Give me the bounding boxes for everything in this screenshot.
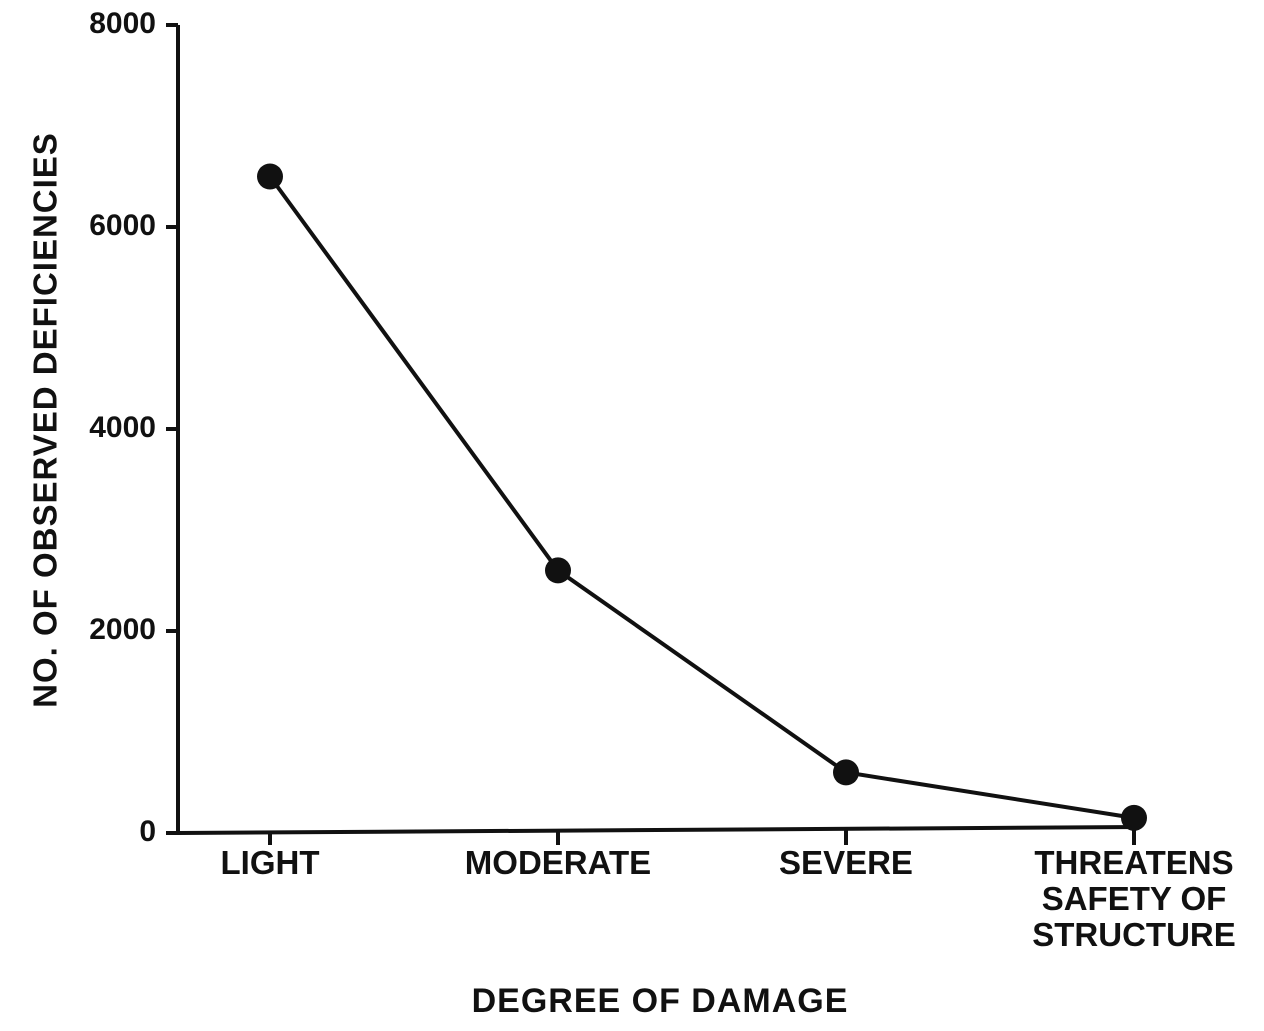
y-tick-label: 2000	[89, 613, 156, 646]
y-axis-title: NO. OF OBSERVED DEFICIENCIES	[27, 132, 64, 708]
x-tick-label: MODERATE	[464, 844, 652, 881]
data-point	[1121, 804, 1147, 831]
data-point	[833, 759, 859, 786]
data-point	[545, 557, 571, 584]
y-tick-label: 0	[139, 815, 156, 848]
x-axis-title: DEGREE OF DAMAGE	[471, 982, 849, 1020]
y-tick-label: 6000	[89, 209, 156, 242]
line	[268, 175, 1135, 820]
y-tick-label: 8000	[89, 7, 156, 40]
x-tick-label: THREATENS SAFETY OF STRUCTURE	[1032, 844, 1236, 953]
y-tick-label: 4000	[89, 411, 156, 444]
x-axis	[177, 825, 1141, 835]
data-point	[257, 163, 283, 190]
x-tick-label: SEVERE	[779, 844, 913, 881]
x-tick-label: LIGHT	[220, 844, 320, 881]
